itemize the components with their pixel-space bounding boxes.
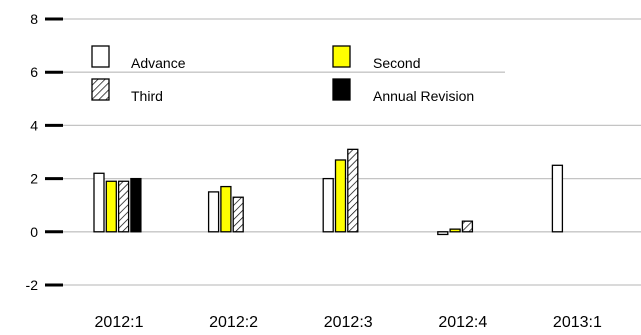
- legend-swatch-second: [332, 45, 351, 68]
- y-tick-label: 0: [30, 224, 38, 240]
- bar-annual-revision: [130, 177, 142, 233]
- x-tick-label: 2012:4: [438, 314, 487, 331]
- legend-label-second: Second: [373, 55, 420, 71]
- bar-second: [220, 185, 232, 233]
- legend-label-third: Third: [131, 88, 163, 104]
- bar-second: [105, 180, 117, 233]
- y-tick-label: -2: [26, 277, 39, 293]
- legend-swatch-third: [91, 78, 110, 101]
- bar-second: [334, 159, 347, 233]
- legend-swatch-annual-revision: [332, 78, 351, 101]
- legend-swatch-advance: [91, 45, 110, 68]
- bars: [93, 148, 564, 236]
- bar-second: [449, 228, 461, 233]
- legend-label-annual-revision: Annual Revision: [373, 88, 474, 104]
- x-tick-label: 2013:1: [553, 314, 602, 331]
- bar-advance: [207, 191, 220, 233]
- y-tick-label: 4: [30, 117, 38, 133]
- bar-advance: [322, 177, 334, 233]
- legend-background: [505, 61, 641, 77]
- y-tick-label: 8: [30, 11, 38, 27]
- bar-advance: [437, 231, 449, 236]
- y-tick-label: 6: [30, 64, 38, 80]
- bar-third: [461, 220, 474, 233]
- x-tick-label: 2012:2: [209, 314, 258, 331]
- y-tick-label: 2: [30, 171, 38, 187]
- x-axis-ticks: 2012:1 2012:2 2012:3 2012:4 2013:1: [95, 314, 602, 331]
- bar-third: [232, 196, 244, 233]
- bar-advance: [93, 172, 105, 233]
- y-axis-ticks: -2 0 2 4 6 8: [26, 11, 63, 293]
- bar-third: [117, 180, 130, 233]
- legend: Advance Second Third Annual Revision: [91, 45, 641, 104]
- bar-third: [347, 148, 359, 233]
- legend-label-advance: Advance: [131, 55, 186, 71]
- x-tick-label: 2012:1: [95, 314, 144, 331]
- x-tick-label: 2012:3: [324, 314, 373, 331]
- bar-advance: [551, 164, 564, 233]
